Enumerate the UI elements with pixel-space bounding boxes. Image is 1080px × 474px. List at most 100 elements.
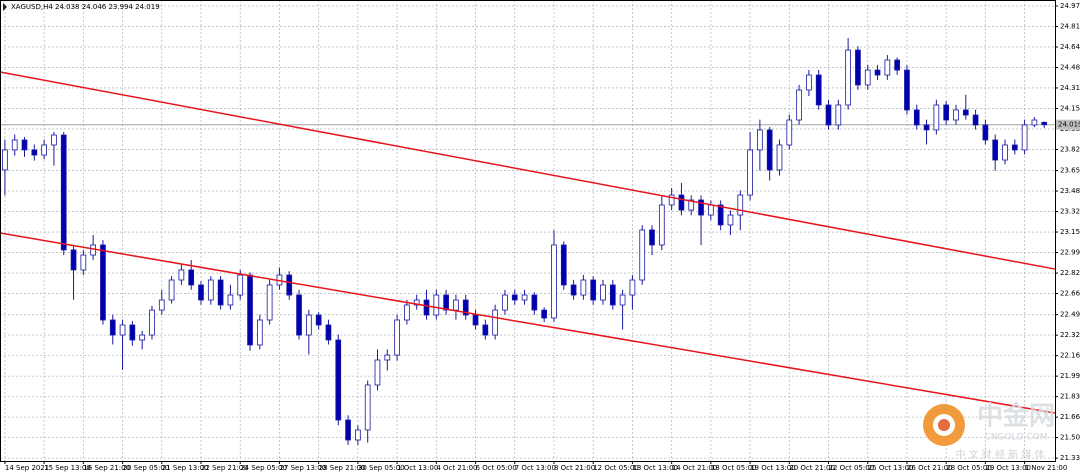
candle-body	[119, 324, 126, 336]
y-tick-label: 22.325	[1060, 331, 1080, 339]
candle-body	[855, 49, 861, 86]
x-tick-label: 8 Oct 21:00	[554, 464, 595, 472]
candle-body	[100, 244, 106, 321]
candle-body	[404, 304, 410, 321]
candle-body	[619, 294, 626, 306]
candle-body	[982, 124, 989, 141]
last-price-label: 24.019	[1058, 121, 1080, 129]
plot-frame	[0, 0, 1056, 462]
candle-body	[531, 294, 538, 311]
y-tick-label: 21.665	[1060, 413, 1080, 421]
candle-body	[31, 149, 38, 156]
watermark-brand: 中金网	[977, 401, 1055, 432]
candle-body	[70, 249, 77, 271]
candle-body	[639, 229, 646, 281]
candle-body	[51, 134, 57, 146]
candle-body	[227, 294, 234, 306]
candle-body	[923, 124, 930, 131]
candle-body	[560, 244, 567, 286]
y-tick-label: 23.650	[1060, 167, 1080, 175]
candle-body	[198, 284, 204, 301]
x-tick-label: 13 Oct 13:00	[632, 464, 678, 472]
candle-body	[580, 279, 587, 296]
candle-body	[541, 309, 548, 319]
candle-body	[972, 114, 979, 126]
y-tick-label: 23.155	[1060, 228, 1080, 236]
marks	[0, 38, 1056, 446]
x-tick-label: 16 Sep 21:00	[83, 464, 130, 472]
y-tick-label: 21.995	[1060, 372, 1080, 380]
candle-body	[315, 314, 322, 326]
y-tick-label: 24.315	[1060, 84, 1080, 92]
x-tick-label: 6 Oct 05:00	[476, 464, 517, 472]
candle-body	[286, 274, 293, 296]
candle-body	[453, 299, 459, 311]
y-tick-label: 22.990	[1060, 249, 1080, 257]
y-tick-label: 22.660	[1060, 290, 1080, 298]
candle-body	[207, 279, 214, 301]
candle-body	[806, 74, 812, 91]
candle-body	[904, 69, 910, 111]
candle-body	[668, 194, 675, 206]
x-tick-label: 19 Oct 13:00	[750, 464, 796, 472]
candle-body	[394, 319, 400, 356]
candle-body	[864, 69, 871, 86]
candle-body	[80, 254, 87, 271]
y-tick-label: 23.485	[1060, 187, 1080, 195]
candle-body	[815, 74, 822, 106]
candle-body	[658, 204, 665, 246]
candle-body	[21, 139, 28, 151]
y-tick-label: 21.830	[1060, 393, 1080, 401]
candle-body	[109, 319, 116, 336]
y-tick-label: 24.975	[1060, 2, 1080, 10]
candle-body	[796, 89, 802, 121]
candle-body	[698, 199, 704, 216]
watermark: 中金网 CNGOLD.COM 中 文 财 经 新 媒 体	[923, 401, 1055, 461]
candle-body	[786, 119, 793, 146]
candle-body	[129, 324, 136, 341]
candle-body	[247, 274, 253, 346]
logo-core	[938, 419, 950, 431]
x-tick-label: 22 Sep 21:00	[201, 464, 248, 472]
candle-body	[884, 59, 891, 76]
x-tick-label: 1 Oct 13:00	[397, 464, 438, 472]
x-tick-label: 7 Oct 13:00	[515, 464, 556, 472]
candle-body	[325, 324, 332, 341]
grid	[0, 0, 1055, 461]
y-tick-label: 23.320	[1060, 208, 1080, 216]
x-tick-label: 14 Sep 2021	[5, 464, 49, 472]
candle-body	[707, 204, 714, 216]
y-tick-label: 23.820	[1060, 145, 1080, 153]
candle-body	[384, 354, 391, 361]
candle-body	[413, 299, 420, 306]
candle-body	[835, 104, 842, 126]
last-price-box	[1056, 119, 1080, 130]
watermark-site: CNGOLD.COM	[984, 433, 1047, 443]
candle-body	[443, 294, 449, 311]
candle-body	[423, 299, 430, 316]
candle-body	[570, 284, 577, 296]
x-tick-label: 1 Nov 21:00	[1025, 464, 1068, 472]
candle-body	[306, 314, 312, 336]
x-tick-label: 29 Oct 13:00	[985, 464, 1031, 472]
y-tick-label: 24.150	[1060, 104, 1080, 112]
trend-line	[0, 232, 1056, 414]
x-tick-label: 28 Sep 21:00	[319, 464, 366, 472]
candle-body	[962, 109, 969, 116]
candle-body	[158, 299, 165, 311]
candle-body	[149, 309, 155, 336]
candle-body	[913, 109, 920, 126]
x-tick-label: 28 Oct 05:00	[946, 464, 992, 472]
candle-body	[747, 149, 753, 196]
x-tick-label: 12 Oct 05:00	[593, 464, 639, 472]
candle-body	[139, 334, 146, 341]
candle-body	[953, 109, 959, 121]
candle-body	[1031, 119, 1038, 126]
candle-body	[1021, 124, 1028, 151]
y-tick-label: 24.480	[1060, 63, 1080, 71]
y-tick-label: 24.810	[1060, 22, 1080, 30]
candle-body	[433, 294, 440, 316]
x-tick-label: 24 Sep 05:00	[240, 464, 287, 472]
candle-body	[845, 49, 851, 106]
